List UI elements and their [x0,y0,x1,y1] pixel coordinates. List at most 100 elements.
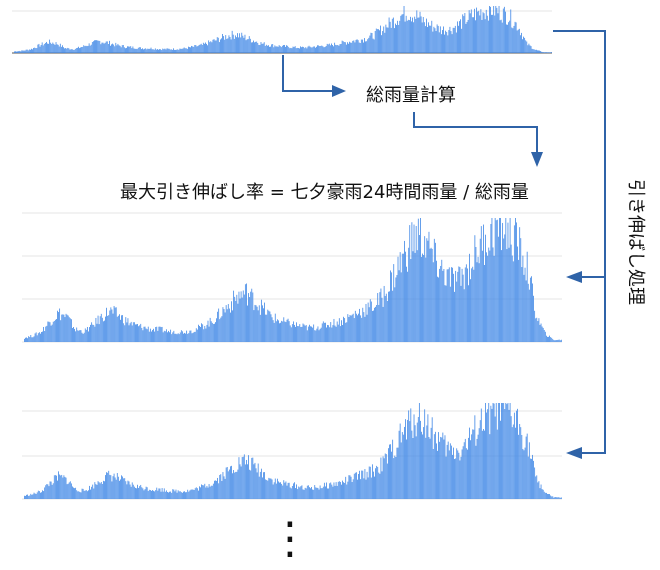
rainfall-bar [507,24,508,53]
rainfall-bar [62,477,64,499]
rainfall-bar [556,340,558,342]
rainfall-bar [64,317,66,342]
rainfall-bar [107,472,109,499]
rainfall-bar [278,320,279,342]
rainfall-bar [359,470,360,499]
rainfall-bar [359,43,361,53]
rainfall-bar [36,335,38,342]
rainfall-bar [22,50,24,53]
rainfall-bar [258,44,260,53]
rainfall-bar [508,247,510,342]
rainfall-bar [91,486,93,499]
rainfall-bar [232,310,233,342]
rainfall-bar [33,47,35,53]
rainfall-bar [288,482,290,499]
rainfall-bar [319,485,321,499]
rainfall-bar [534,310,536,342]
rainfall-bar [88,43,90,53]
rainfall-bar [106,472,107,499]
rainfall-bar [529,458,531,499]
rainfall-bar [325,46,327,53]
rainfall-bar [535,49,537,53]
rainfall-bar [108,470,110,499]
rainfall-bar [560,497,562,499]
rainfall-bar [191,333,193,342]
rainfall-bar [344,482,346,499]
rainfall-bar [533,49,535,53]
rainfall-bar [554,497,556,499]
rainfall-bar [51,324,53,342]
rainfall-bar [142,330,144,342]
rainfall-bar [394,28,395,53]
rainfall-bar [480,408,482,499]
rainfall-bar [131,325,133,342]
rainfall-bar [515,427,516,499]
rainfall-bar [275,321,277,342]
rainfall-bar [304,325,306,342]
rainfall-bar [240,37,242,53]
rainfall-bar [175,333,177,342]
rainfall-bar [222,33,223,53]
rainfall-bar [379,473,381,499]
rainfall-bar [308,45,310,53]
rainfall-bar [383,26,385,53]
rainfall-bar [269,46,270,53]
rainfall-bar [519,424,521,499]
rainfall-bar [483,13,485,53]
rainfall-bar [180,330,182,342]
rainfall-bar [374,30,376,53]
rainfall-bar [173,330,175,342]
rainfall-bar [105,41,107,53]
rainfall-bar [218,483,220,499]
rainfall-bar [276,478,278,499]
rainfall-bar [67,483,69,499]
rainfall-bar [47,484,49,499]
rainfall-bar [474,415,476,499]
rainfall-bar [52,321,54,342]
rainfall-bar [512,28,514,53]
rainfall-bar [143,490,145,499]
rainfall-bar [301,47,302,53]
rainfall-bar [460,456,462,499]
rainfall-bar [316,487,318,499]
rainfall-bar [77,491,79,499]
rainfall-bar [473,269,475,342]
rainfall-bar [169,49,171,53]
rainfall-bar [132,322,134,342]
rainfall-bar [327,44,329,53]
rainfall-bar [408,410,410,499]
rainfall-bar [371,33,373,53]
rainfall-bar [385,24,387,53]
rainfall-bar [268,310,270,342]
rainfall-bar [44,487,46,499]
rainfall-bar [70,49,72,53]
rainfall-bar [436,24,438,53]
rainfall-bar [506,404,508,499]
rainfall-bar [173,489,175,499]
rainfall-bar [442,432,444,499]
rainfall-bar [128,325,130,342]
rainfall-bar [293,483,294,499]
rainfall-bar [154,491,156,499]
rainfall-bar [471,17,473,53]
rainfall-bar [328,488,330,499]
rainfall-bar [549,494,550,499]
rainfall-bar [95,484,97,499]
rainfall-bar [420,16,422,54]
rainfall-bar [445,456,447,499]
rainfall-bar [42,45,44,53]
rainfall-bar [541,51,543,53]
rainfall-bar [455,270,457,342]
rainfall-bar [102,321,104,342]
rainfall-bar [368,37,370,53]
rainfall-bar [305,47,307,53]
rainfall-bar [254,304,256,342]
rainfall-bar [309,46,311,53]
rainfall-bar [548,52,550,53]
rainfall-bar [342,480,343,499]
rainfall-bar [92,484,94,499]
rainfall-bar [148,489,150,499]
rainfall-bar [463,442,465,499]
rainfall-bar [93,488,95,499]
rainfall-bar [370,301,372,342]
